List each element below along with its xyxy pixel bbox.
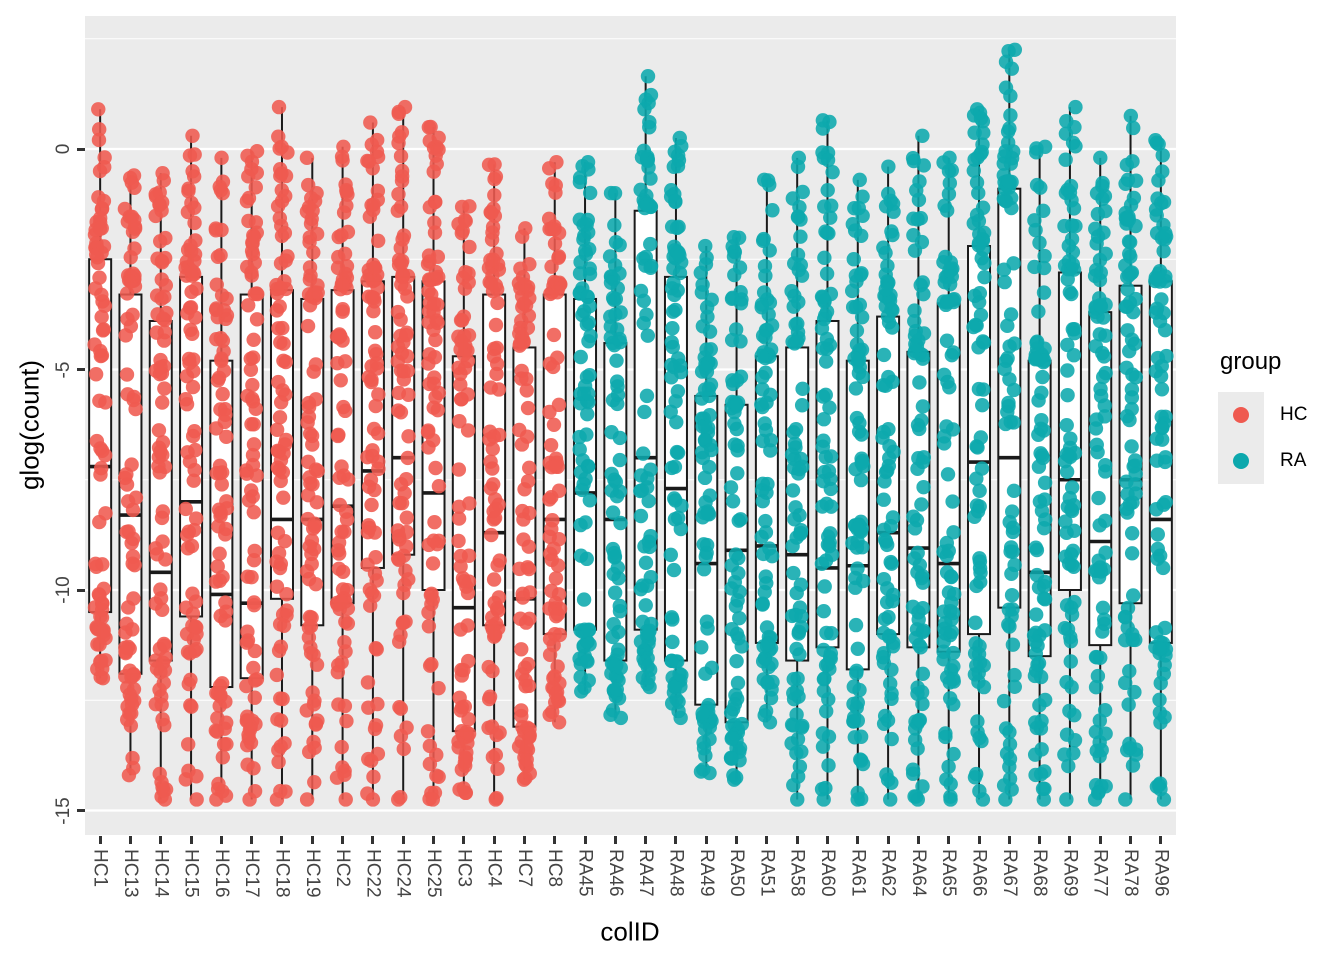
y-tick-label: -5 — [53, 361, 74, 378]
x-tick-mark — [98, 836, 102, 844]
legend-item-ra: RA — [1218, 438, 1344, 484]
y-tick-mark — [77, 809, 85, 812]
x-tick-label: RA66 — [968, 849, 990, 897]
x-tick-mark — [583, 836, 587, 844]
x-tick-label: RA61 — [847, 849, 869, 897]
x-tick-mark — [1098, 836, 1102, 844]
x-tick-label: RA49 — [695, 849, 717, 897]
x-tick-mark — [735, 836, 739, 844]
x-tick-mark — [189, 836, 193, 844]
x-tick-label: HC18 — [271, 849, 293, 898]
x-tick-label: RA78 — [1120, 849, 1142, 897]
x-tick-label: RA47 — [635, 849, 657, 897]
x-tick-mark — [219, 836, 223, 844]
x-tick-label: HC8 — [544, 849, 566, 888]
hc-dot-icon — [1233, 407, 1249, 423]
x-tick-label: HC7 — [513, 849, 535, 888]
x-tick-mark — [886, 836, 890, 844]
x-tick-mark — [765, 836, 769, 844]
x-tick-mark — [341, 836, 345, 844]
x-tick-label: RA58 — [786, 849, 808, 897]
x-tick-mark — [1068, 836, 1072, 844]
x-tick-label: HC19 — [301, 849, 323, 898]
legend-key — [1218, 438, 1264, 484]
x-tick-label: RA77 — [1089, 849, 1111, 897]
x-tick-mark — [250, 836, 254, 844]
x-tick-label: RA69 — [1059, 849, 1081, 897]
x-tick-label: HC16 — [210, 849, 232, 898]
x-tick-label: HC22 — [362, 849, 384, 898]
legend: group HC RA — [1218, 348, 1344, 484]
x-tick-mark — [492, 836, 496, 844]
x-tick-label: HC2 — [332, 849, 354, 888]
x-tick-label: HC17 — [241, 849, 263, 898]
x-tick-mark — [674, 836, 678, 844]
y-tick-label: -10 — [53, 576, 74, 604]
legend-title: group — [1220, 348, 1282, 375]
x-tick-mark — [856, 836, 860, 844]
x-tick-mark — [401, 836, 405, 844]
plot-panel — [85, 16, 1176, 835]
x-tick-mark — [825, 836, 829, 844]
x-tick-mark — [522, 836, 526, 844]
x-tick-label: RA65 — [938, 849, 960, 897]
x-tick-mark — [1129, 836, 1133, 844]
x-tick-label: HC1 — [89, 849, 111, 888]
plot-panel-svg — [85, 38, 1176, 812]
x-tick-mark — [916, 836, 920, 844]
x-tick-label: HC13 — [119, 849, 141, 898]
x-tick-mark — [159, 836, 163, 844]
x-tick-mark — [280, 836, 284, 844]
x-tick-label: RA96 — [1150, 849, 1172, 897]
x-tick-label: RA64 — [907, 849, 929, 897]
y-tick-label: -15 — [53, 796, 74, 825]
x-tick-mark — [553, 836, 557, 844]
x-tick-mark — [1159, 836, 1163, 844]
x-tick-mark — [795, 836, 799, 844]
x-tick-mark — [128, 836, 132, 844]
legend-item-hc: HC — [1218, 392, 1344, 438]
y-tick-mark — [77, 588, 85, 592]
legend-label-ra: RA — [1280, 450, 1307, 471]
x-tick-label: HC3 — [453, 849, 475, 888]
x-tick-mark — [1038, 836, 1042, 844]
y-tick-mark — [77, 368, 85, 371]
x-tick-label: RA50 — [726, 849, 748, 897]
x-tick-label: RA67 — [998, 849, 1020, 897]
x-tick-label: HC14 — [150, 849, 172, 898]
y-tick-mark — [77, 147, 85, 151]
x-tick-label: RA45 — [574, 849, 596, 897]
x-tick-label: HC15 — [180, 849, 202, 898]
x-tick-label: RA62 — [877, 849, 899, 897]
x-tick-mark — [462, 836, 466, 844]
x-tick-mark — [310, 836, 314, 844]
x-tick-label: RA46 — [604, 849, 626, 897]
x-tick-label: RA68 — [1029, 849, 1051, 897]
x-tick-mark — [371, 836, 375, 844]
x-tick-label: RA60 — [816, 849, 838, 897]
x-tick-mark — [704, 836, 708, 844]
x-tick-label: HC25 — [423, 849, 444, 898]
x-tick-mark — [432, 836, 435, 844]
x-tick-label: HC24 — [392, 849, 414, 898]
x-tick-mark — [1007, 836, 1011, 844]
x-axis-title: colID — [600, 916, 660, 947]
x-tick-mark — [644, 836, 648, 844]
y-axis-title: glog(count) — [14, 359, 45, 491]
ra-dot-icon — [1233, 453, 1249, 469]
x-tick-mark — [947, 836, 951, 844]
legend-label-hc: HC — [1280, 404, 1308, 425]
x-tick-mark — [613, 836, 617, 844]
x-tick-label: RA48 — [665, 849, 687, 897]
legend-key — [1218, 392, 1264, 438]
x-tick-label: RA51 — [756, 849, 778, 897]
x-tick-label: HC4 — [483, 849, 505, 888]
y-tick-label: 0 — [53, 143, 74, 155]
x-tick-mark — [977, 836, 981, 844]
